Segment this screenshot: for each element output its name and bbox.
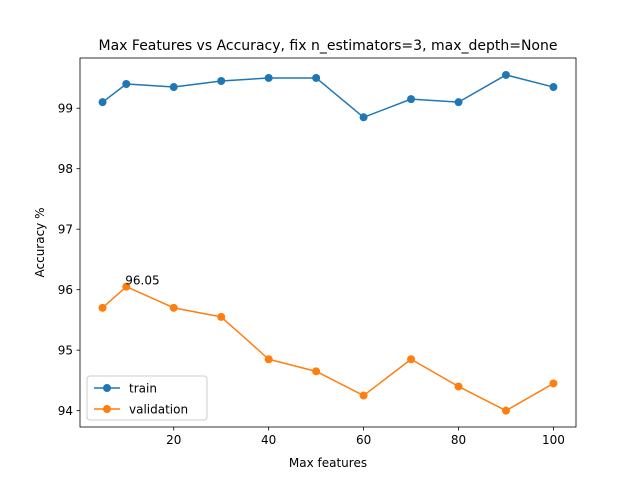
data-point-validation	[407, 355, 416, 364]
x-axis-title: Max features	[289, 456, 367, 470]
plot-area: 96.05	[98, 70, 558, 415]
data-point-validation	[98, 303, 107, 312]
data-point-train	[407, 95, 416, 104]
legend-label: validation	[129, 403, 188, 417]
y-tick-label: 99	[58, 102, 73, 116]
data-point-validation	[264, 355, 273, 364]
data-point-train	[359, 113, 368, 122]
y-tick-label: 95	[58, 344, 73, 358]
data-point-train	[264, 73, 273, 82]
legend-swatch-marker	[103, 384, 111, 392]
x-tick-label: 20	[166, 433, 181, 447]
data-point-train	[501, 70, 510, 79]
axes: 20 40 60 80 100 94 95 96 97 98 99	[58, 102, 565, 447]
data-point-validation	[359, 391, 368, 400]
legend: train validation	[86, 375, 208, 421]
y-tick-label: 96	[58, 283, 73, 297]
data-point-validation	[549, 379, 558, 388]
y-tick-label: 94	[58, 404, 73, 418]
data-point-validation	[122, 282, 131, 291]
data-point-train	[217, 76, 226, 85]
data-point-train	[454, 98, 463, 107]
x-tick-label: 100	[542, 433, 565, 447]
data-point-train	[312, 73, 321, 82]
point-annotation: 96.05	[125, 274, 159, 288]
x-tick-label: 40	[261, 433, 276, 447]
axes-frame	[79, 57, 577, 428]
data-point-validation	[454, 382, 463, 391]
legend-swatch-marker	[103, 405, 111, 413]
data-point-train	[169, 83, 178, 92]
legend-label: train	[129, 382, 157, 396]
x-tick-label: 60	[356, 433, 371, 447]
data-point-validation	[169, 303, 178, 312]
data-point-train	[549, 83, 558, 92]
data-point-train	[98, 98, 107, 107]
x-tick-label: 80	[451, 433, 466, 447]
y-tick-label: 98	[58, 162, 73, 176]
y-tick-label: 97	[58, 223, 73, 237]
data-point-train	[122, 80, 131, 89]
chart-title: Max Features vs Accuracy, fix n_estimato…	[99, 38, 558, 54]
data-point-validation	[312, 367, 321, 376]
data-point-validation	[501, 406, 510, 415]
data-point-validation	[217, 312, 226, 321]
y-axis-title: Accuracy %	[33, 207, 47, 277]
